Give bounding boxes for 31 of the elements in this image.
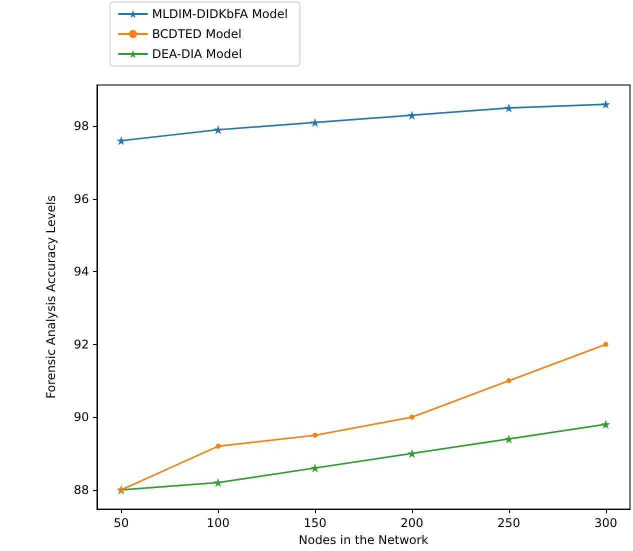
point <box>407 448 416 458</box>
y-tick-label: 90 <box>74 410 89 424</box>
point <box>409 414 414 420</box>
point <box>407 110 416 120</box>
y-tick-label: 96 <box>74 192 89 206</box>
y-tick-label: 92 <box>74 337 89 352</box>
legend-label: MLDIM-DIDKbFA Model <box>152 7 288 21</box>
point <box>603 342 608 347</box>
x-axis-title: Nodes in the Network <box>298 533 428 547</box>
point <box>504 434 514 444</box>
y-tick-label: 88 <box>74 482 89 497</box>
point <box>310 464 320 472</box>
x-tick-label: 300 <box>594 516 618 530</box>
point <box>312 432 318 438</box>
point <box>214 125 223 134</box>
x-tick-label: 50 <box>114 516 129 530</box>
point <box>601 420 610 429</box>
y-tick-label: 94 <box>74 264 89 279</box>
y-tick-label: 98 <box>74 119 89 134</box>
point <box>310 118 320 127</box>
point <box>506 378 512 384</box>
legend-label: BCDTED Model <box>152 27 242 41</box>
y-axis-title: Forensic Analysis Accuracy Levels <box>44 195 58 399</box>
point <box>216 444 221 449</box>
point <box>601 100 610 109</box>
legend-label: DEA-DIA Model <box>152 47 242 61</box>
x-tick-label: 150 <box>304 516 326 530</box>
x-tick-label: 100 <box>206 516 230 530</box>
point <box>504 103 514 112</box>
x-tick-label: 250 <box>497 516 520 530</box>
x-tick-label: 200 <box>400 516 424 530</box>
